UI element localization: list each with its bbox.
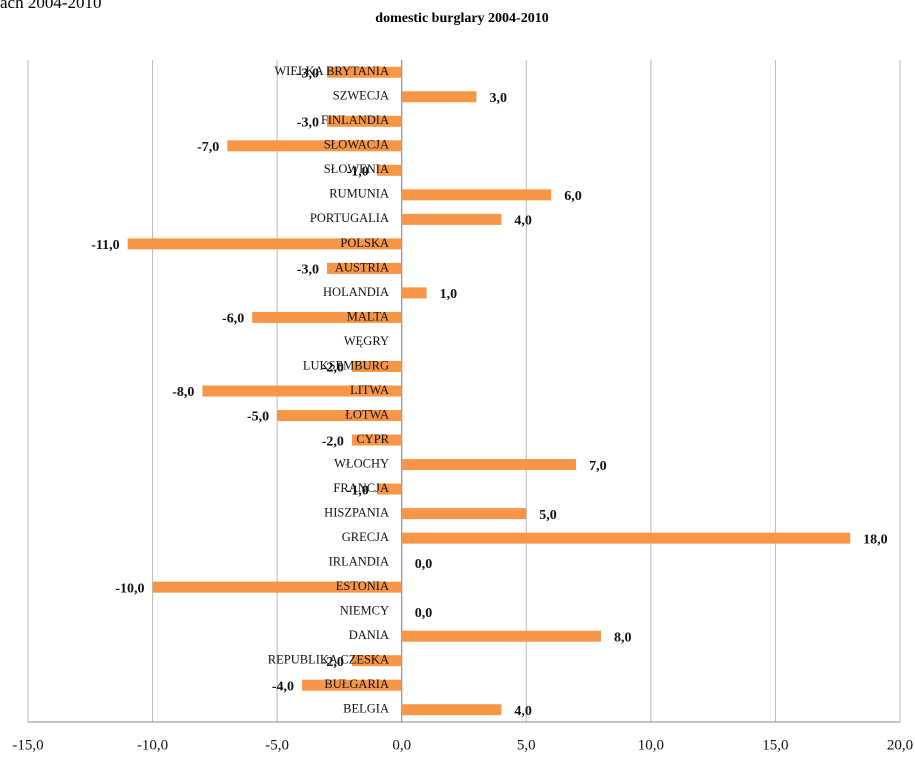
value-label: -3,0 (297, 263, 319, 278)
value-label: -2,0 (322, 434, 344, 449)
bar (401, 630, 602, 642)
category-label: ESTONIA (336, 579, 389, 593)
category-label: WĘGRY (344, 334, 389, 348)
value-label: 8,0 (614, 630, 632, 645)
bar (127, 238, 402, 250)
x-tick-label: -5,0 (265, 737, 289, 753)
page-fragment: ach 2004-2010 (0, 0, 102, 12)
bar (277, 410, 402, 422)
value-label: -4,0 (272, 679, 294, 694)
bar (376, 483, 402, 495)
category-label: NIEMCY (340, 604, 389, 618)
category-label: DANIA (349, 628, 389, 642)
bar (401, 91, 477, 103)
category-label: WŁOCHY (334, 456, 389, 470)
category-label: HISZPANIA (324, 505, 389, 519)
category-label: BELGIA (343, 702, 389, 716)
category-label: MALTA (347, 309, 389, 323)
value-label: 0,0 (415, 606, 433, 621)
value-label: 1,0 (440, 287, 458, 302)
category-label: CYPR (356, 432, 389, 446)
category-label: POLSKA (340, 236, 389, 250)
bar (326, 66, 402, 78)
value-label: -2,0 (322, 361, 344, 376)
category-label: FINLANDIA (321, 113, 389, 127)
bar (401, 213, 502, 225)
category-label: GRECJA (342, 530, 389, 544)
x-tick-label: -10,0 (137, 737, 168, 753)
x-tick-label: 0,0 (392, 737, 411, 753)
value-label: -2,0 (322, 655, 344, 670)
value-label: -8,0 (172, 385, 194, 400)
bar (401, 189, 552, 201)
value-label: 3,0 (489, 91, 507, 106)
value-label: -6,0 (222, 312, 244, 327)
value-label: 7,0 (589, 459, 607, 474)
bar (401, 459, 577, 471)
bar (326, 115, 402, 127)
category-label: IRLANDIA (329, 555, 389, 569)
bar (202, 385, 402, 397)
bar (152, 581, 402, 593)
bar (302, 679, 402, 691)
value-label: -3,0 (297, 66, 319, 81)
value-label: 5,0 (539, 508, 557, 523)
category-label: SŁOWENIA (324, 162, 389, 176)
bar (351, 655, 402, 667)
bar (376, 164, 402, 176)
value-label: -10,0 (115, 581, 144, 596)
category-label: LITWA (350, 383, 389, 397)
bar (351, 360, 402, 372)
bar (252, 311, 402, 323)
x-tick-label: 15,0 (762, 737, 788, 753)
category-label: FRANCJA (333, 481, 389, 495)
bar (351, 434, 402, 446)
category-label: BUŁGARIA (324, 677, 389, 691)
bar (401, 532, 851, 544)
category-label: LUKSEMBURG (303, 358, 389, 372)
category-label: AUSTRIA (335, 260, 389, 274)
value-label: -11,0 (91, 238, 119, 253)
chart-title: domestic burglary 2004-2010 (375, 11, 548, 26)
value-label: 6,0 (564, 189, 582, 204)
x-tick-label: 10,0 (638, 737, 664, 753)
value-label: -7,0 (197, 140, 219, 155)
value-label: 4,0 (514, 214, 532, 229)
category-label: SZWECJA (333, 89, 389, 103)
bar (401, 704, 502, 716)
bar (401, 287, 427, 299)
value-label: 0,0 (415, 557, 433, 572)
bar (227, 140, 402, 152)
x-tick-label: 5,0 (517, 737, 536, 753)
category-label: PORTUGALIA (310, 211, 389, 225)
category-label: WIELKA BRYTANIA (274, 64, 389, 78)
bar (401, 508, 527, 520)
category-label: HOLANDIA (323, 285, 389, 299)
value-label: -5,0 (247, 410, 269, 425)
value-label: 18,0 (863, 532, 888, 547)
value-label: -3,0 (297, 116, 319, 131)
x-tick-label: -15,0 (12, 737, 43, 753)
value-label: -1,0 (347, 483, 369, 498)
category-label: RUMUNIA (329, 187, 389, 201)
value-label: -1,0 (347, 165, 369, 180)
value-label: 4,0 (514, 704, 532, 719)
category-label: REPUBLIKA CZESKA (268, 653, 389, 667)
category-label: SŁOWACJA (324, 138, 389, 152)
x-tick-label: 20,0 (887, 737, 913, 753)
bar (326, 262, 402, 274)
category-label: ŁOTWA (345, 407, 389, 421)
